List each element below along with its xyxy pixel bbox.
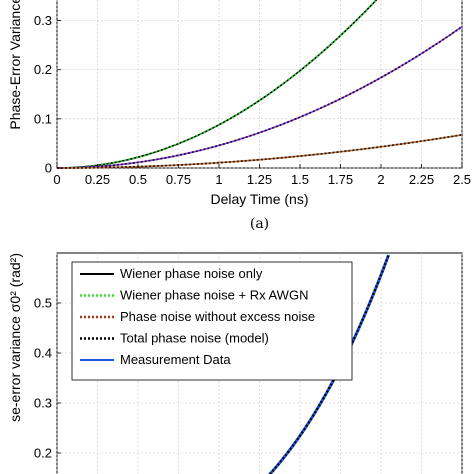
legend-entry-label: Wiener phase noise only: [120, 266, 263, 281]
y-tick-label: 0.2: [34, 62, 52, 77]
chart-b-y-ticks: 0.2 0.3 0.4 0.5: [34, 296, 61, 461]
chart-a-y-axis-label: Phase-Error Variance: [7, 0, 23, 130]
legend-entry-label: Measurement Data: [120, 352, 231, 367]
chart-a-caption: (a): [250, 216, 269, 232]
legend-entry-label: Wiener phase noise + Rx AWGN: [120, 288, 308, 303]
y-tick-label: 0.1: [34, 111, 52, 126]
y-tick-label: 0: [45, 161, 52, 176]
series-line-4: [57, 134, 463, 169]
x-tick-label: 0.5: [129, 172, 147, 187]
y-tick-label: 0.3: [34, 396, 52, 411]
x-tick-label: 1.5: [291, 172, 309, 187]
x-tick-label: 0: [53, 172, 60, 187]
y-tick-label: 0.5: [34, 296, 52, 311]
chart-b-legend: Wiener phase noise only Wiener phase nois…: [71, 261, 353, 381]
x-tick-label: 2.25: [409, 172, 434, 187]
chart-b-y-axis-label: se-error variance σ0² (rad²): [7, 253, 23, 422]
x-tick-label: 2.5: [453, 172, 471, 187]
legend-entry-label: Phase noise without excess noise: [120, 309, 315, 324]
chart-b-series: [267, 254, 390, 474]
y-tick-label: 0.3: [34, 13, 52, 28]
x-tick-label: 0.75: [166, 172, 191, 187]
legend-box: [71, 261, 353, 381]
y-tick-label: 0.2: [34, 446, 52, 461]
chart-a: 0 0.25 0.5 0.75 1 1.25 1.5 1.75 2 2.25 2.5 0 0.1 0.2…: [7, 0, 471, 232]
chart-b: 0.2 0.3 0.4 0.5 se-error variance σ0² (rad²…: [7, 252, 463, 474]
chart-a-x-ticks: 0 0.25 0.5 0.75 1 1.25 1.5 1.75 2 2.25 2.5: [53, 164, 471, 187]
chart-a-y-ticks: 0 0.1 0.2 0.3: [34, 13, 61, 176]
series-line-1: [56, 0, 378, 169]
x-tick-label: 2: [377, 172, 384, 187]
x-tick-label: 1: [215, 172, 222, 187]
x-tick-label: 1.25: [247, 172, 272, 187]
series-line-2: [56, 26, 463, 169]
series-line-measurement-data: [267, 254, 390, 474]
legend-entry-label: Total phase noise (model): [120, 331, 269, 346]
chart-a-x-axis-label: Delay Time (ns): [210, 191, 308, 207]
x-tick-label: 0.25: [85, 172, 110, 187]
chart-a-series: [56, 0, 463, 169]
x-tick-label: 1.75: [328, 172, 353, 187]
y-tick-label: 0.4: [34, 346, 52, 361]
